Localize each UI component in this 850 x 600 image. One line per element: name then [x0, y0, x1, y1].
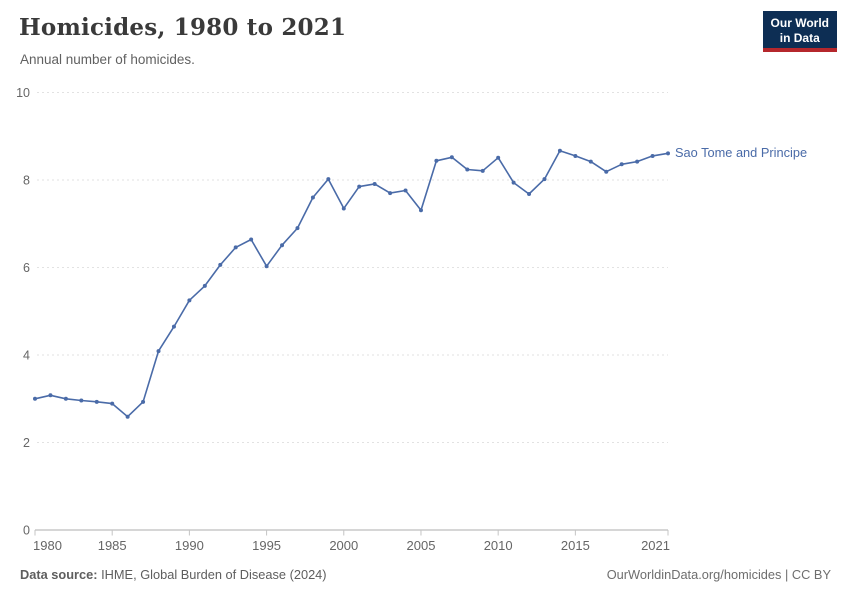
- x-tick-label: 2021: [641, 538, 670, 553]
- data-point[interactable]: [542, 177, 547, 182]
- data-point[interactable]: [357, 184, 362, 189]
- owid-logo-line1: Our World: [770, 16, 829, 30]
- data-point[interactable]: [619, 162, 624, 167]
- data-point[interactable]: [372, 181, 377, 186]
- page-title: Homicides, 1980 to 2021: [19, 14, 347, 41]
- data-point[interactable]: [434, 158, 439, 163]
- x-tick-label: 2010: [484, 538, 513, 553]
- data-point[interactable]: [666, 151, 670, 156]
- data-point[interactable]: [403, 188, 408, 193]
- data-point[interactable]: [171, 324, 176, 329]
- data-point[interactable]: [511, 180, 516, 185]
- x-tick-label: 2015: [561, 538, 590, 553]
- data-point[interactable]: [496, 155, 501, 160]
- owid-logo-line2: in Data: [779, 30, 820, 45]
- data-point[interactable]: [156, 349, 161, 354]
- data-point[interactable]: [604, 169, 609, 174]
- data-point[interactable]: [141, 399, 146, 404]
- data-point[interactable]: [233, 245, 238, 250]
- data-point[interactable]: [264, 264, 269, 269]
- series-line[interactable]: [34, 149, 669, 418]
- data-point[interactable]: [79, 398, 84, 403]
- x-tick-label: 2005: [407, 538, 436, 553]
- data-point[interactable]: [388, 191, 393, 196]
- y-tick-label: 10: [16, 86, 30, 100]
- data-point[interactable]: [341, 206, 346, 211]
- data-point[interactable]: [125, 414, 130, 419]
- x-tick-label: 1990: [175, 538, 204, 553]
- series-label-sao-tome-and-principe[interactable]: Sao Tome and Principe: [675, 145, 808, 161]
- data-point[interactable]: [527, 192, 532, 196]
- x-tick-label: 2000: [329, 538, 358, 553]
- data-point[interactable]: [48, 393, 53, 398]
- chart-subtitle: Annual number of homicides.: [20, 52, 195, 67]
- data-point[interactable]: [249, 237, 254, 242]
- data-source-text: IHME, Global Burden of Disease (2024): [97, 567, 327, 582]
- data-point[interactable]: [573, 153, 578, 158]
- data-point[interactable]: [94, 399, 99, 404]
- owid-logo[interactable]: Our World in Data: [762, 11, 837, 53]
- data-point[interactable]: [588, 159, 593, 164]
- y-tick-label: 2: [23, 436, 30, 450]
- data-point[interactable]: [33, 396, 37, 401]
- data-point[interactable]: [202, 283, 207, 288]
- data-point[interactable]: [418, 208, 423, 213]
- data-point[interactable]: [650, 153, 655, 158]
- data-point[interactable]: [465, 167, 470, 172]
- y-tick-label: 4: [23, 349, 30, 363]
- y-tick-label: 8: [23, 174, 30, 188]
- y-tick-label: 6: [23, 261, 30, 275]
- data-source: Data source: IHME, Global Burden of Dise…: [20, 567, 327, 582]
- data-point[interactable]: [480, 168, 485, 173]
- x-tick-label: 1980: [33, 538, 62, 553]
- data-point[interactable]: [280, 243, 285, 248]
- chart-footer: Data source: IHME, Global Burden of Dise…: [20, 567, 831, 582]
- data-point[interactable]: [110, 401, 115, 406]
- data-point[interactable]: [63, 396, 68, 401]
- data-point[interactable]: [310, 195, 315, 200]
- data-point[interactable]: [295, 226, 300, 231]
- data-point[interactable]: [449, 155, 454, 160]
- data-point[interactable]: [187, 298, 192, 303]
- data-point[interactable]: [557, 148, 562, 153]
- data-point[interactable]: [635, 159, 640, 164]
- data-point[interactable]: [326, 177, 331, 182]
- credit-link[interactable]: OurWorldinData.org/homicides | CC BY: [606, 567, 831, 582]
- x-tick-label: 1995: [252, 538, 281, 553]
- x-tick-label: 1985: [98, 538, 127, 553]
- y-tick-label: 0: [23, 524, 30, 538]
- data-point[interactable]: [218, 262, 223, 267]
- data-source-label: Data source:: [20, 567, 98, 582]
